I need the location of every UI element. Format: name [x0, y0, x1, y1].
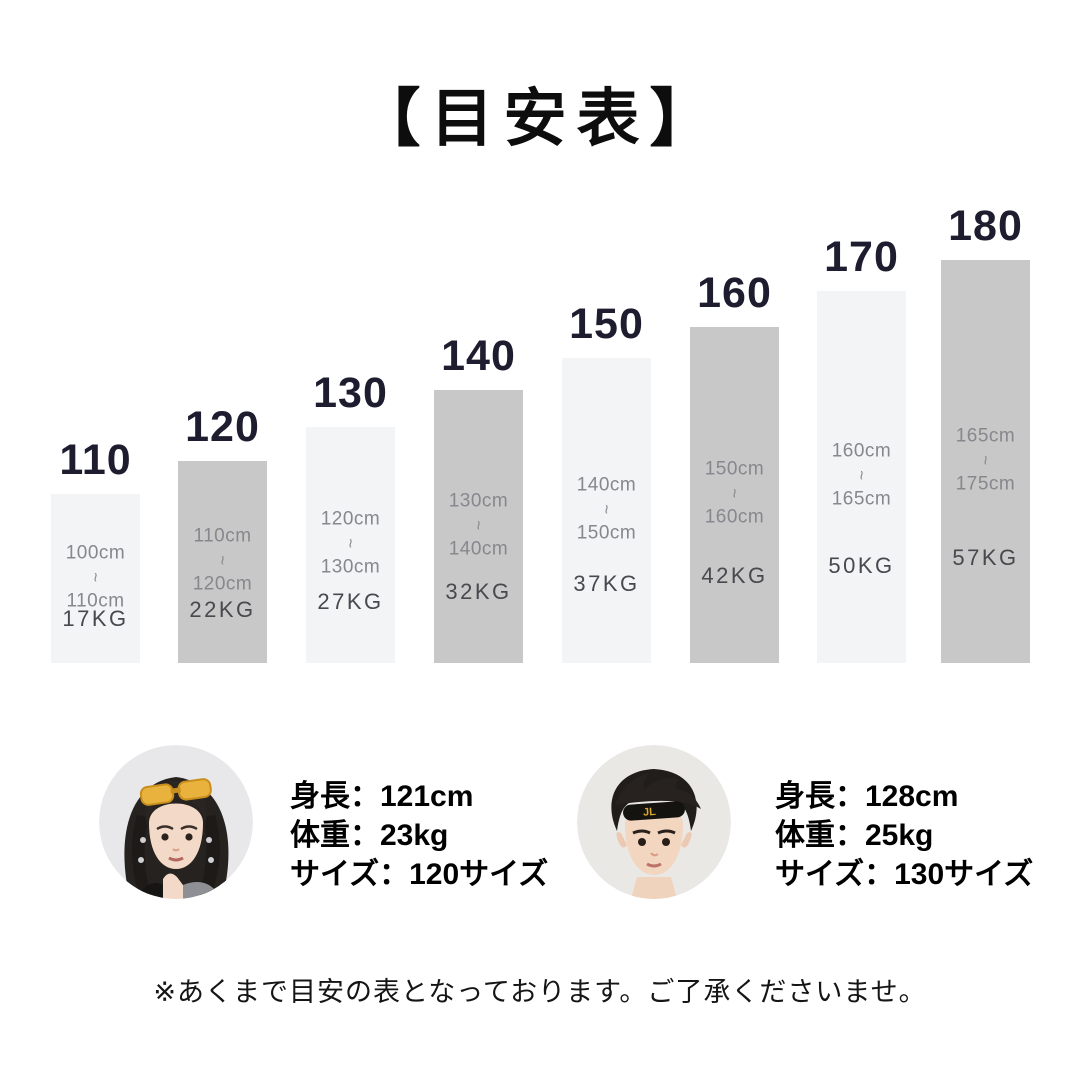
boy-avatar-icon: JL: [577, 745, 731, 899]
bar-height-range: 120cm ~130cm: [320, 508, 381, 578]
boy-height-label: 身長：128cm: [775, 780, 959, 813]
tilde-separator: ~: [469, 519, 489, 531]
bar-weight: 22KG: [189, 597, 256, 623]
size-bar-140: 130cm ~140cm 32KG: [434, 390, 523, 663]
girl-weight-label: 体重：23kg: [290, 819, 449, 852]
bar-weight: 50KG: [828, 553, 895, 579]
bar-size-label: 110: [59, 436, 132, 484]
bar-weight: 27KG: [317, 588, 384, 614]
tilde-separator: ~: [86, 571, 106, 583]
bar-size-label: 130: [313, 369, 388, 417]
size-chart: 110 100cm ~110cm 17KG 120 110cm ~120cm 22KG 130 1…: [0, 200, 1080, 680]
tilde-separator: ~: [725, 488, 745, 499]
bar-height-range: 140cm ~150cm: [576, 473, 637, 543]
girl-model-photo: [99, 745, 253, 899]
boy-weight-label: 体重：25kg: [775, 819, 934, 852]
model-spec-girl: 身長：121cm 体重：23kg サイズ：120サイズ: [290, 777, 548, 894]
size-bar-180: 165cm ~175cm 57KG: [941, 260, 1030, 663]
bar-weight: 32KG: [445, 579, 512, 605]
bar-size-label: 170: [824, 233, 899, 281]
size-bar-170: 160cm ~165cm 50KG: [817, 291, 906, 663]
tilde-separator: ~: [341, 538, 361, 549]
girl-avatar-icon: [99, 745, 253, 899]
bar-height-range: 100cm ~110cm: [65, 541, 126, 611]
tilde-separator: ~: [852, 470, 872, 481]
model-spec-boy: 身長：128cm 体重：25kg サイズ：130サイズ: [775, 777, 1033, 894]
bar-size-label: 150: [569, 300, 644, 348]
size-bar-110: 100cm ~110cm 17KG: [51, 494, 140, 663]
size-bar-150: 140cm ~150cm 37KG: [562, 358, 651, 663]
bar-height-range: 160cm ~165cm: [831, 440, 892, 510]
bar-height-range: 110cm ~120cm: [192, 525, 253, 595]
tilde-separator: ~: [976, 454, 996, 466]
bar-height-range: 150cm ~160cm: [704, 458, 765, 528]
page-title: 【目安表】: [357, 84, 723, 154]
girl-size-label: サイズ：120サイズ: [290, 858, 549, 891]
bar-size-label: 180: [948, 202, 1023, 250]
size-bar-160: 150cm ~160cm 42KG: [690, 327, 779, 663]
tilde-separator: ~: [213, 555, 233, 566]
disclaimer-note: ※あくまで目安の表となっております。ご了承くださいませ。: [153, 977, 927, 1007]
bar-height-range: 130cm ~140cm: [448, 489, 509, 559]
bar-height-range: 165cm ~175cm: [955, 424, 1016, 494]
svg-text:JL: JL: [643, 806, 657, 819]
bar-weight: 42KG: [701, 562, 768, 588]
girl-height-label: 身長：121cm: [290, 780, 474, 813]
size-bar-130: 120cm ~130cm 27KG: [306, 427, 395, 663]
size-bar-120: 110cm ~120cm 22KG: [178, 461, 267, 663]
boy-size-label: サイズ：130サイズ: [775, 858, 1034, 891]
bar-weight: 17KG: [62, 606, 129, 632]
boy-model-photo: JL: [577, 745, 731, 899]
bar-size-label: 160: [697, 269, 772, 317]
bar-size-label: 120: [185, 403, 260, 451]
bar-weight: 57KG: [952, 545, 1019, 571]
bar-weight: 37KG: [573, 570, 640, 596]
tilde-separator: ~: [597, 503, 617, 515]
bar-size-label: 140: [441, 332, 516, 380]
